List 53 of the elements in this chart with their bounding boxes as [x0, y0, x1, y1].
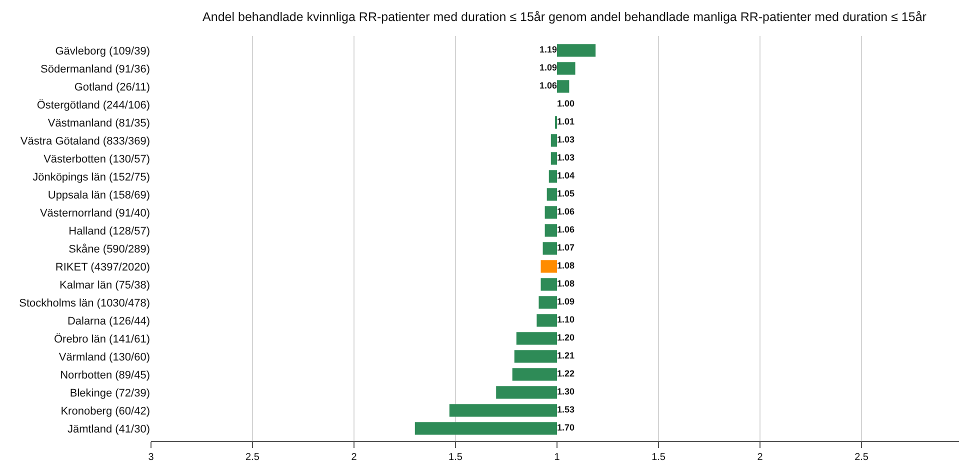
data-label: 1.06 [557, 224, 575, 235]
x-tick-label: 2.5 [246, 452, 260, 463]
x-tick-label: 3 [148, 452, 154, 463]
data-label: 1.07 [557, 242, 575, 253]
y-tick-label: Östergötland (244/106) [36, 98, 150, 112]
data-label: 1.22 [557, 368, 575, 379]
data-label: 1.03 [557, 134, 575, 145]
data-label: 1.08 [557, 278, 575, 289]
y-tick-label: Jönköpings län (152/75) [32, 171, 150, 184]
data-label: 1.10 [557, 314, 575, 325]
chart-title: Andel behandlade kvinnliga RR-patienter med duration ≤ 15år genom andel behandlade manliga RR-patienter med duration ≤ 15år [202, 10, 928, 24]
x-tick-label: 1.5 [652, 452, 666, 463]
data-label: 1.04 [557, 170, 575, 181]
data-label: 1.53 [557, 404, 575, 415]
y-tick-label: Västra Götaland (833/369) [20, 135, 150, 148]
y-tick-label: Värmland (130/60) [58, 351, 150, 364]
x-tick-label: 1 [554, 452, 560, 463]
y-tick-label: Västerbotten (130/57) [44, 153, 150, 166]
y-tick-label: Dalarna (126/44) [67, 315, 150, 328]
y-tick-label: Jämtland (41/30) [67, 423, 150, 436]
y-tick-label: Stockholms län (1030/478) [19, 297, 150, 310]
y-tick-label: Västernorrland (91/40) [40, 207, 150, 220]
data-label: 1.06 [557, 206, 575, 217]
data-label: 1.21 [557, 350, 575, 361]
data-label: 1.06 [539, 80, 557, 91]
data-label: 1.20 [557, 332, 575, 343]
y-tick-label: Örebro län (141/61) [54, 332, 150, 346]
y-tick-label: Södermanland (91/36) [40, 63, 150, 76]
data-label: 1.09 [539, 62, 557, 73]
x-tick-label: 2 [351, 452, 358, 463]
data-label: 1.00 [557, 98, 575, 109]
data-label: 1.08 [557, 260, 575, 271]
x-tick-label: 2 [757, 452, 764, 463]
y-tick-label: Uppsala län (158/69) [48, 189, 150, 202]
y-tick-label: Halland (128/57) [68, 225, 150, 238]
y-tick-label: Kalmar län (75/38) [60, 279, 150, 292]
y-tick-label: Gotland (26/11) [74, 81, 150, 94]
data-label: 1.19 [539, 44, 557, 55]
data-label: 1.09 [557, 296, 575, 307]
y-tick-label: Norrbotten (89/45) [60, 369, 150, 382]
y-tick-label: Blekinge (72/39) [70, 387, 150, 400]
y-tick-label: Västmanland (81/35) [48, 117, 150, 130]
data-label: 1.01 [557, 116, 575, 127]
x-tick-label: 1.5 [448, 452, 463, 463]
data-label: 1.05 [557, 188, 575, 199]
y-tick-label: Kronoberg (60/42) [60, 405, 150, 418]
y-tick-label: Gävleborg (109/39) [55, 45, 150, 58]
data-label: 1.70 [557, 422, 575, 433]
y-tick-label: RIKET (4397/2020) [55, 261, 150, 274]
x-tick-label: 2.5 [854, 452, 869, 463]
data-label: 1.30 [557, 386, 575, 397]
data-label: 1.03 [557, 152, 575, 163]
y-tick-label: Skåne (590/289) [68, 243, 150, 256]
